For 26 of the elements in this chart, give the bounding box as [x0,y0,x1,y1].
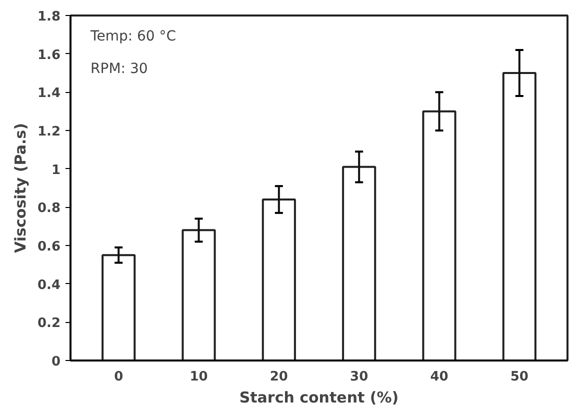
bar [182,229,216,360]
x-axis-title: Starch content (%) [239,388,399,406]
x-tick-label: 10 [190,370,208,384]
y-tick-label: 0 [51,354,60,370]
y-tick-label: 0.8 [37,201,60,216]
y-tick-label: 1.6 [37,48,60,63]
x-tick-label: 30 [350,370,368,384]
bar [102,254,136,360]
x-tick-label: 40 [430,370,448,384]
y-axis-title: Viscosity (Pa.s) [11,123,30,253]
bar [422,110,456,360]
bar [342,166,376,360]
x-tick-label: 20 [270,370,288,384]
y-tick-label: 0.2 [37,316,60,332]
x-tick-label: 0 [114,370,124,384]
x-tick-label: 50 [510,370,528,384]
annotation: Temp: 60 °C [90,28,176,44]
bar [262,198,296,360]
bar [502,72,536,360]
y-tick-label: 1.2 [37,124,60,140]
y-tick-label: 0.6 [37,240,60,254]
y-tick-label: 1 [51,162,60,178]
y-tick-label: 0.4 [37,278,60,293]
annotation: RPM: 30 [90,60,148,77]
y-tick-label: 1.4 [37,86,60,102]
y-tick-label: 1.8 [37,10,60,24]
